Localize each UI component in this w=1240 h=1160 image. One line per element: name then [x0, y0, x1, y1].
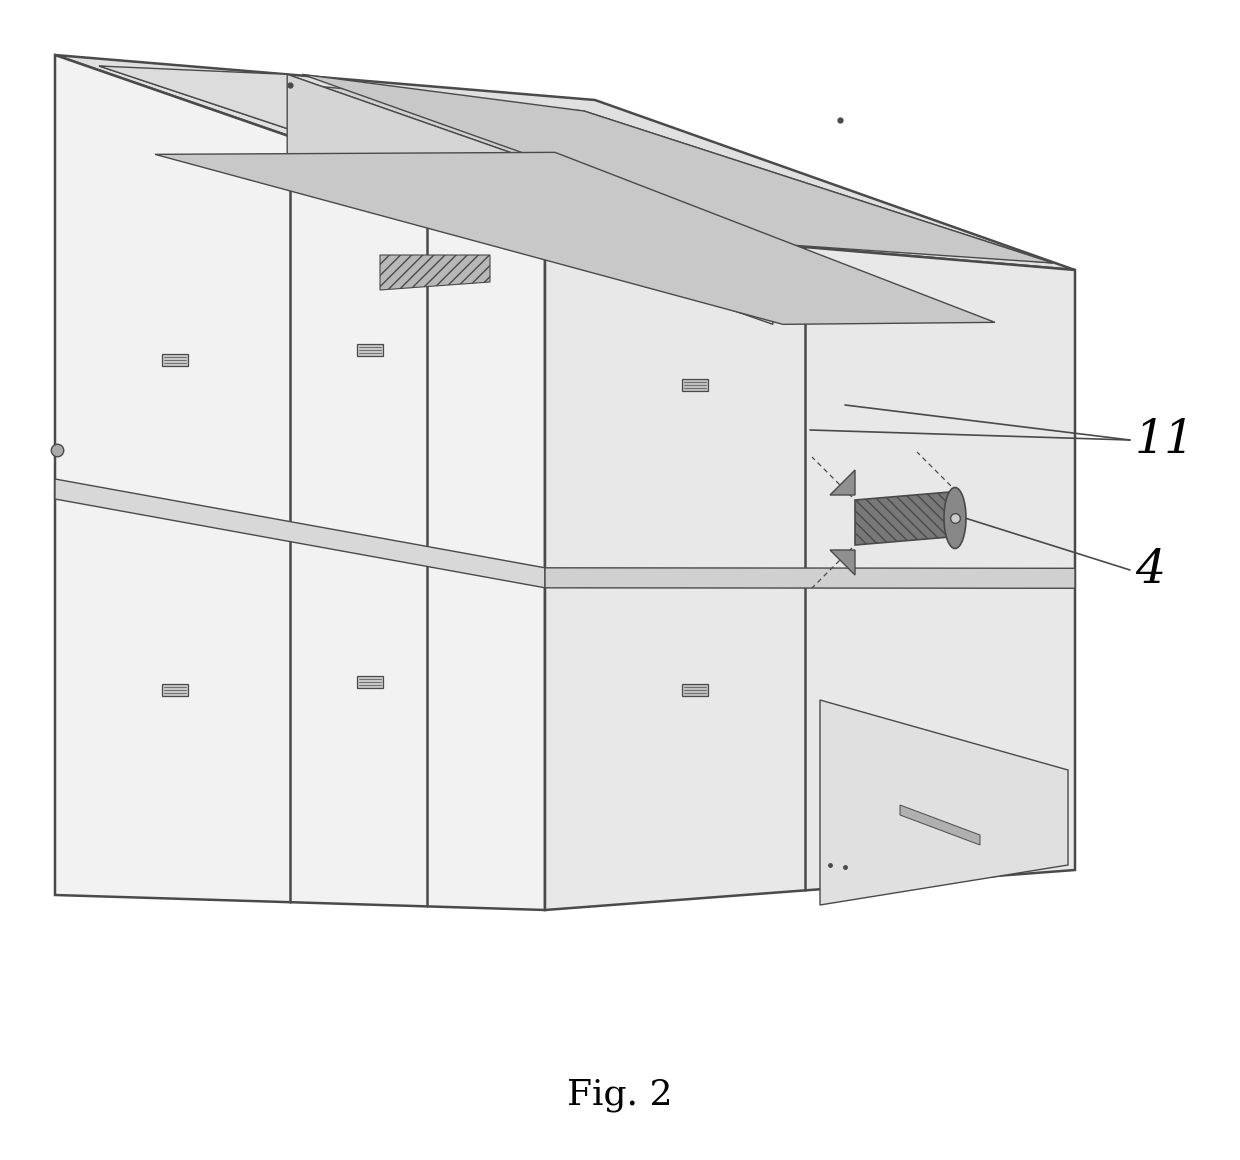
- Ellipse shape: [944, 487, 966, 549]
- Polygon shape: [288, 74, 773, 325]
- Polygon shape: [830, 470, 856, 495]
- Polygon shape: [357, 345, 383, 356]
- Text: Fig. 2: Fig. 2: [567, 1078, 673, 1112]
- Polygon shape: [682, 684, 708, 696]
- Polygon shape: [55, 479, 546, 588]
- Polygon shape: [830, 550, 856, 575]
- Polygon shape: [546, 225, 1075, 909]
- Polygon shape: [162, 684, 188, 696]
- Polygon shape: [99, 66, 773, 245]
- Polygon shape: [820, 699, 1068, 905]
- Text: 4: 4: [1135, 548, 1166, 593]
- Polygon shape: [55, 55, 1075, 270]
- Polygon shape: [546, 567, 1075, 588]
- Polygon shape: [682, 379, 708, 391]
- Polygon shape: [303, 74, 1053, 263]
- Polygon shape: [162, 354, 188, 367]
- Polygon shape: [900, 805, 980, 844]
- Polygon shape: [379, 255, 490, 290]
- Polygon shape: [55, 55, 546, 909]
- Polygon shape: [357, 676, 383, 688]
- Text: 11: 11: [1135, 418, 1195, 463]
- Polygon shape: [99, 66, 1053, 263]
- Polygon shape: [155, 152, 994, 325]
- Polygon shape: [856, 492, 950, 545]
